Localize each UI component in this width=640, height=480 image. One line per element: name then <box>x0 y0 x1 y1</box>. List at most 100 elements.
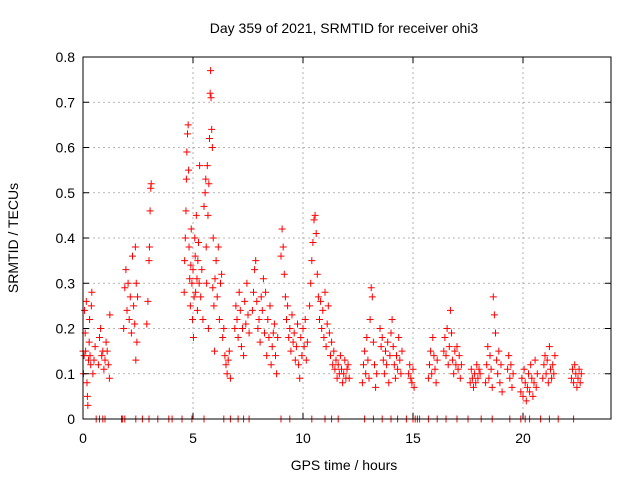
data-point <box>573 383 581 391</box>
data-point <box>301 315 309 323</box>
data-point <box>81 306 89 314</box>
data-point <box>302 356 310 364</box>
data-point <box>89 370 97 378</box>
data-point <box>131 320 139 328</box>
data-point <box>224 356 232 364</box>
data-point <box>193 275 201 283</box>
data-point <box>202 243 210 251</box>
data-point <box>201 189 209 197</box>
data-point <box>189 266 197 274</box>
data-point <box>209 284 217 292</box>
data-point <box>473 361 481 369</box>
data-point <box>281 293 289 301</box>
data-point <box>377 343 385 351</box>
data-point <box>212 257 220 265</box>
data-point <box>309 239 317 247</box>
data-point <box>131 243 139 251</box>
data-point <box>318 325 326 332</box>
data-point <box>101 356 109 364</box>
data-point <box>211 275 219 283</box>
data-point <box>143 320 151 328</box>
data-point <box>87 361 95 369</box>
data-point <box>145 257 153 265</box>
data-point <box>488 383 496 391</box>
data-point <box>366 315 374 323</box>
data-point <box>286 325 294 332</box>
data-point <box>373 370 381 378</box>
data-point <box>237 343 245 351</box>
data-point <box>255 315 263 323</box>
data-point <box>208 125 216 133</box>
data-point <box>360 361 367 369</box>
data-point <box>332 356 340 364</box>
data-point <box>382 347 389 355</box>
data-point <box>444 361 452 369</box>
data-point <box>433 356 441 364</box>
data-point <box>307 279 315 287</box>
data-point <box>383 361 391 369</box>
data-point <box>263 352 271 360</box>
data-point <box>455 352 463 360</box>
data-point <box>204 211 212 219</box>
data-point <box>517 388 525 396</box>
data-point <box>289 338 297 346</box>
data-point <box>250 288 257 296</box>
data-point <box>94 361 102 369</box>
data-point <box>134 293 142 301</box>
data-point <box>457 361 465 369</box>
data-point <box>272 352 279 360</box>
data-point <box>485 374 493 382</box>
data-point <box>506 374 514 382</box>
x-tick-label: 0 <box>79 430 87 446</box>
x-tick-label: 15 <box>405 430 421 446</box>
data-point <box>327 352 334 360</box>
data-point <box>257 293 265 301</box>
data-point <box>526 388 534 396</box>
data-point <box>82 297 90 305</box>
data-point <box>443 325 451 332</box>
data-point <box>341 356 349 364</box>
data-point <box>389 343 397 351</box>
data-point <box>494 370 502 378</box>
data-point <box>262 288 270 296</box>
data-point <box>450 370 458 378</box>
data-point <box>321 288 329 296</box>
data-point <box>220 325 228 332</box>
data-point <box>291 356 299 364</box>
data-point <box>285 334 293 342</box>
data-point <box>233 315 241 323</box>
data-point <box>482 379 490 387</box>
x-tick-label: 5 <box>189 430 197 446</box>
data-point <box>129 252 136 260</box>
data-point <box>297 334 305 342</box>
data-point <box>239 325 246 332</box>
data-point <box>231 325 239 332</box>
data-point <box>86 352 94 360</box>
data-point <box>531 356 539 364</box>
data-point <box>261 329 268 337</box>
data-point <box>498 388 506 396</box>
data-point <box>88 288 96 296</box>
data-point <box>397 370 405 378</box>
data-point <box>448 329 455 337</box>
data-point <box>184 130 191 138</box>
y-tick-label: 0.2 <box>56 321 76 337</box>
data-point <box>254 325 262 332</box>
data-point <box>91 343 99 351</box>
data-point <box>215 315 223 323</box>
data-point <box>123 306 131 314</box>
data-point <box>147 180 155 188</box>
data-point <box>189 315 197 323</box>
data-point <box>200 202 208 210</box>
data-point <box>429 334 437 342</box>
data-point <box>567 374 575 382</box>
data-point <box>324 302 332 310</box>
data-point <box>234 334 242 342</box>
data-point <box>539 374 547 382</box>
data-point <box>395 334 403 342</box>
data-point <box>208 144 216 151</box>
data-point <box>270 320 278 328</box>
data-point <box>195 239 202 247</box>
data-point <box>320 334 328 342</box>
data-point <box>277 252 285 260</box>
